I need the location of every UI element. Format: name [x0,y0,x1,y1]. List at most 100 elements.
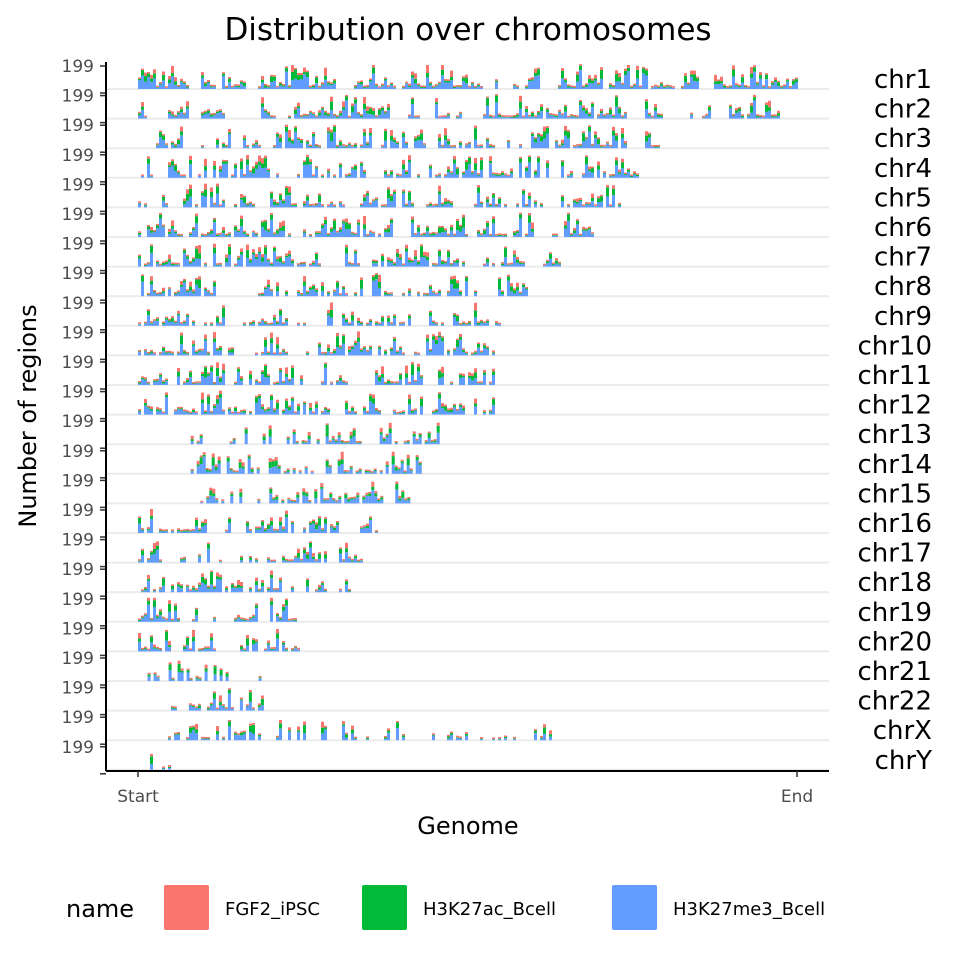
bar-chr17-FGF2_iPSC [183,559,186,563]
bar-chr10-H3K27me3_Bcell [426,334,429,339]
bar-chr7-FGF2_iPSC [417,264,420,267]
bar-chr6-FGF2_iPSC [156,228,159,237]
bar-chr18-H3K27ac_Bcell [213,587,216,589]
bar-chr10-FGF2_iPSC [426,341,429,356]
bar-chr1-H3K27me3_Bcell [429,81,432,84]
bar-chr12-H3K27me3_Bcell [321,410,324,413]
bar-chr17-H3K27me3_Bcell [159,559,162,561]
bar-chr7-FGF2_iPSC [438,256,441,267]
bar-chr3-H3K27me3_Bcell [606,141,609,144]
bar-chr13-H3K27me3_Bcell [349,431,353,436]
bar-chrX-H3K27ac_Bcell [354,738,357,739]
bar-chr9-H3K27ac_Bcell [465,324,468,325]
bar-chr17-H3K27me3_Bcell [342,559,345,561]
bar-chr13-FGF2_iPSC [337,437,341,445]
bar-chr14-H3K27ac_Bcell [379,471,383,473]
bar-chr3-H3K27me3_Bcell [297,137,300,139]
bar-chr2-FGF2_iPSC [654,110,657,119]
bar-chr8-FGF2_iPSC [417,293,420,297]
bar-chr4-H3K27ac_Bcell [405,172,408,175]
bar-chr6-H3K27me3_Bcell [147,225,150,227]
bar-chr10-H3K27ac_Bcell [483,345,486,348]
bar-chr5-FGF2_iPSC [516,205,519,208]
bar-chr10-H3K27me3_Bcell [438,331,441,336]
bar-chr1-H3K27ac_Bcell [534,72,537,77]
bar-chr2-H3K27ac_Bcell [756,115,759,118]
bar-chr5-H3K27me3_Bcell [444,198,447,202]
bar-chr11-H3K27ac_Bcell [195,382,198,384]
bar-chr8-H3K27ac_Bcell [525,288,528,290]
bar-chr2-H3K27ac_Bcell [738,108,741,112]
bar-chr12-H3K27ac_Bcell [258,395,261,399]
bar-chr18-FGF2_iPSC [231,587,234,593]
bar-chr1-H3K27ac_Bcell [714,81,717,85]
bar-chr1-FGF2_iPSC [759,78,762,89]
bar-chrX-H3K27ac_Bcell [459,738,462,739]
bar-chr6-H3K27ac_Bcell [282,226,285,231]
bar-chr2-FGF2_iPSC [366,113,369,119]
bar-chr20-FGF2_iPSC [198,650,201,652]
bar-chr1-H3K27me3_Bcell [639,85,642,88]
bar-chr9-H3K27me3_Bcell [153,319,156,321]
bar-chr17-H3K27ac_Bcell [294,557,297,558]
bar-chr10-FGF2_iPSC [321,353,324,356]
bar-chr12-FGF2_iPSC [321,413,324,415]
bar-chr5-FGF2_iPSC [450,205,453,208]
bar-chr19-H3K27me3_Bcell [285,598,288,601]
bar-chr2-FGF2_iPSC [300,117,303,119]
bar-chr22-H3K27ac_Bcell [197,705,201,709]
bar-chr8-H3K27ac_Bcell [210,294,213,295]
bar-chr1-H3K27me3_Bcell [630,85,633,88]
bar-chr2-FGF2_iPSC [708,110,711,119]
bar-chr16-FGF2_iPSC [195,526,198,533]
bar-chrX-H3K27ac_Bcell [303,725,306,734]
bar-chr6-FGF2_iPSC [237,232,240,237]
bar-chr5-H3K27ac_Bcell [252,205,255,207]
bar-chr7-FGF2_iPSC [552,264,555,267]
bar-chr1-FGF2_iPSC [441,75,444,89]
bar-chr3-FGF2_iPSC [159,137,162,149]
bar-chr17-FGF2_iPSC [309,547,312,563]
bar-chr16-H3K27ac_Bcell [201,522,204,527]
bar-chr2-H3K27me3_Bcell [210,113,213,115]
bar-chr2-H3K27me3_Bcell [519,95,522,102]
bar-chr13-FGF2_iPSC [346,443,350,445]
bar-chr2-H3K27ac_Bcell [342,107,345,110]
bar-chr11-H3K27ac_Bcell [378,376,381,382]
bar-chr3-FGF2_iPSC [561,145,564,149]
bar-chr4-H3K27me3_Bcell [234,163,237,165]
bar-chr2-FGF2_iPSC [705,115,708,119]
bar-chrX-H3K27ac_Bcell [297,730,300,732]
bar-chr2-H3K27ac_Bcell [447,114,450,116]
bar-chrX-H3K27me3_Bcell [189,726,192,728]
bar-chr9-FGF2_iPSC [351,320,354,326]
bar-chr4-FGF2_iPSC [309,164,312,178]
bar-chr4-FGF2_iPSC [588,171,591,178]
bar-chr4-H3K27ac_Bcell [429,166,432,169]
bar-chr4-FGF2_iPSC [231,176,234,178]
bar-chr12-H3K27ac_Bcell [255,397,258,403]
bar-chr6-FGF2_iPSC [357,224,360,237]
bar-chr6-H3K27ac_Bcell [276,230,279,234]
bar-chr1-H3K27ac_Bcell [771,82,774,85]
bar-chr16-H3K27me3_Bcell [147,527,150,530]
bar-chr6-H3K27me3_Bcell [417,224,420,228]
bar-chr8-H3K27me3_Bcell [207,290,210,292]
bar-chr19-H3K27ac_Bcell [171,620,174,621]
bar-chr15-H3K27ac_Bcell [293,501,297,502]
bar-chr4-H3K27me3_Bcell [303,160,306,162]
bar-chr21-H3K27ac_Bcell [147,674,151,677]
bar-chr2-FGF2_iPSC [576,117,579,119]
bar-chr12-H3K27ac_Bcell [375,410,378,412]
bar-chr3-H3K27me3_Bcell [360,144,363,146]
bar-chr22-H3K27ac_Bcell [227,689,231,694]
bar-chr8-FGF2_iPSC [210,294,213,297]
bar-chr7-H3K27ac_Bcell [162,263,165,265]
bar-chr6-H3K27me3_Bcell [414,233,417,235]
bar-chr14-H3K27ac_Bcell [409,470,413,471]
bar-chr13-H3K27ac_Bcell [337,435,341,438]
bar-chr6-FGF2_iPSC [480,235,483,237]
bar-chr9-FGF2_iPSC [258,323,261,326]
bar-chr9-H3K27ac_Bcell [330,309,333,318]
bar-chr9-H3K27me3_Bcell [210,322,213,324]
